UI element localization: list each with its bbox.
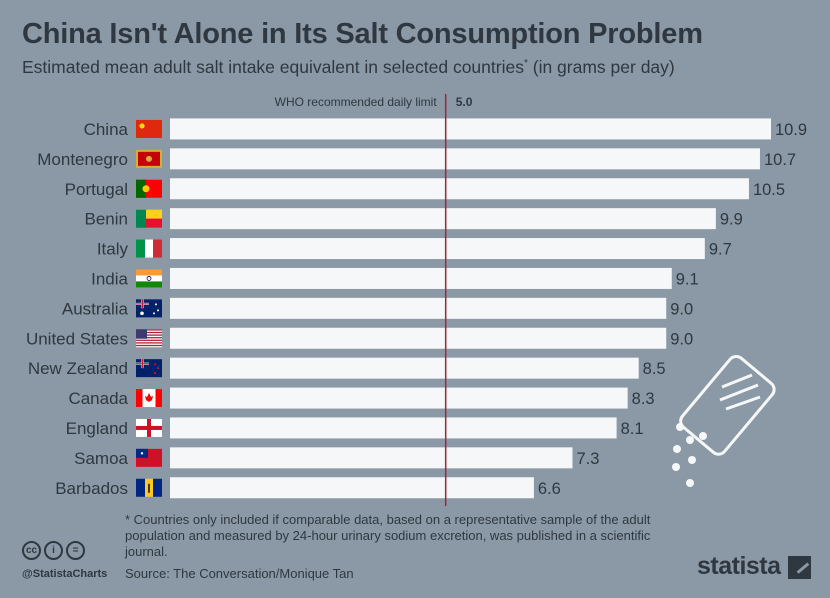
samoa-flag-icon (136, 448, 162, 467)
united-states-flag-icon (136, 329, 162, 348)
subtitle-unit: (in grams per day) (532, 57, 675, 77)
data-label: 10.7 (764, 151, 796, 169)
bar (170, 208, 716, 230)
data-label: 8.5 (643, 360, 666, 378)
social-handle[interactable]: @StatistaCharts (22, 568, 108, 580)
data-label: 8.1 (621, 420, 644, 438)
bar (170, 267, 672, 289)
bar (170, 327, 667, 349)
italy-flag-icon (136, 239, 162, 258)
bar (170, 118, 771, 140)
bar (170, 238, 705, 260)
category-label: England (66, 419, 128, 438)
bar (170, 297, 667, 319)
subtitle-marker: * (523, 58, 528, 70)
statista-logo[interactable]: statista (697, 552, 781, 580)
bar (170, 387, 628, 409)
montenegro-flag-icon (136, 149, 162, 168)
data-label: 6.6 (538, 480, 561, 498)
source-text: Source: The Conversation/Monique Tan (125, 566, 354, 581)
china-flag-icon (136, 119, 162, 138)
reference-line-value: 5.0 (456, 95, 473, 109)
category-label: Benin (85, 210, 128, 229)
benin-flag-icon (136, 209, 162, 228)
data-label: 10.9 (775, 121, 807, 139)
bar (170, 447, 573, 469)
data-label: 9.7 (709, 241, 732, 259)
statista-logo-mark (788, 556, 811, 579)
creative-commons-icon: cc (22, 541, 41, 560)
chart-title: China Isn't Alone in Its Salt Consumptio… (22, 18, 703, 50)
bar (170, 178, 749, 200)
data-label: 9.0 (670, 330, 693, 348)
bar (170, 477, 534, 499)
england-flag-icon (136, 418, 162, 437)
bar-chart: China 10.9 Montenegro 10.7 Portugal 10.5 Benin… (26, 94, 807, 506)
new-zealand-flag-icon (136, 359, 162, 378)
category-label: Barbados (55, 479, 128, 498)
category-label: Samoa (74, 449, 128, 468)
category-label: Portugal (65, 180, 128, 199)
bar (170, 417, 617, 439)
data-label: 9.9 (720, 211, 743, 229)
india-flag-icon (136, 269, 162, 288)
canada-flag-icon (136, 389, 162, 408)
bar (170, 148, 760, 170)
data-label: 9.1 (676, 270, 699, 288)
category-label: United States (26, 329, 128, 348)
data-label: 9.0 (670, 300, 693, 318)
footnote: * Countries only included if comparable … (125, 512, 651, 559)
license-icons: cc i = (22, 541, 85, 560)
data-label: 8.3 (632, 390, 655, 408)
attribution-icon: i (44, 541, 63, 560)
bar (170, 357, 639, 379)
australia-flag-icon (136, 299, 162, 318)
subtitle-main: Estimated mean adult salt intake equival… (22, 57, 524, 77)
category-label: India (91, 269, 128, 288)
category-label: China (84, 120, 129, 139)
data-label: 7.3 (577, 450, 600, 468)
category-label: Australia (62, 299, 129, 318)
category-label: New Zealand (28, 359, 128, 378)
category-label: Canada (68, 389, 128, 408)
portugal-flag-icon (136, 179, 162, 198)
barbados-flag-icon (136, 478, 162, 497)
category-label: Italy (97, 240, 129, 259)
reference-line-label: WHO recommended daily limit (275, 95, 438, 109)
chart-subtitle: Estimated mean adult salt intake equival… (22, 57, 675, 78)
salt-shaker-icon (672, 354, 776, 487)
category-label: Montenegro (37, 150, 128, 169)
no-derivatives-icon: = (66, 541, 85, 560)
data-label: 10.5 (753, 181, 785, 199)
